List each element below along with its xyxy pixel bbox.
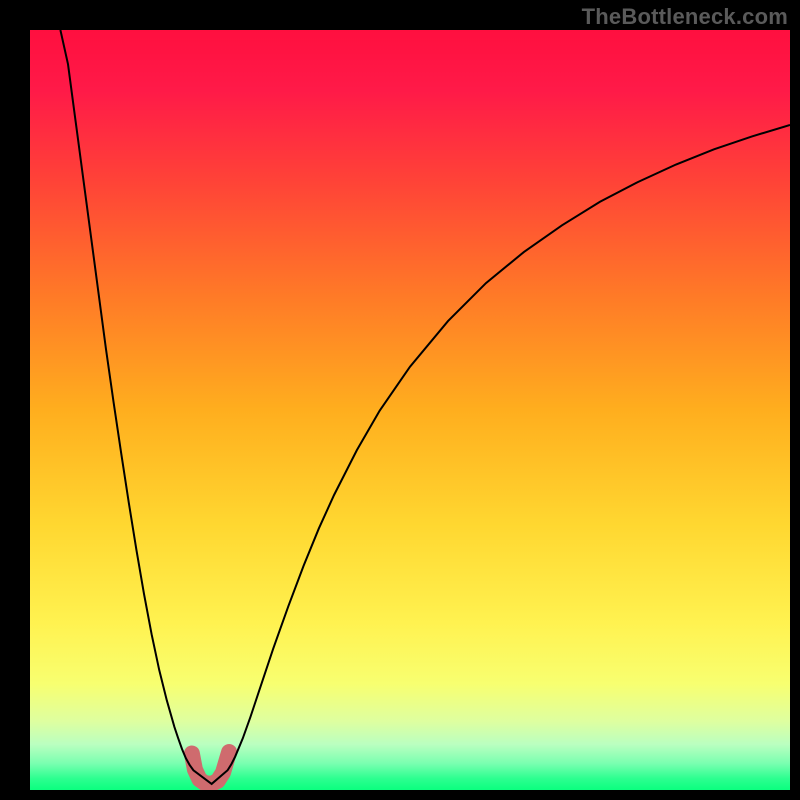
plot-outer-frame <box>0 0 800 800</box>
plot-area <box>30 30 790 790</box>
trough-highlight-marker <box>192 752 229 784</box>
chart-overlay <box>30 30 790 790</box>
bottleneck-curve <box>60 30 790 784</box>
image-root: TheBottleneck.com <box>0 0 800 800</box>
watermark-text: TheBottleneck.com <box>582 4 788 30</box>
